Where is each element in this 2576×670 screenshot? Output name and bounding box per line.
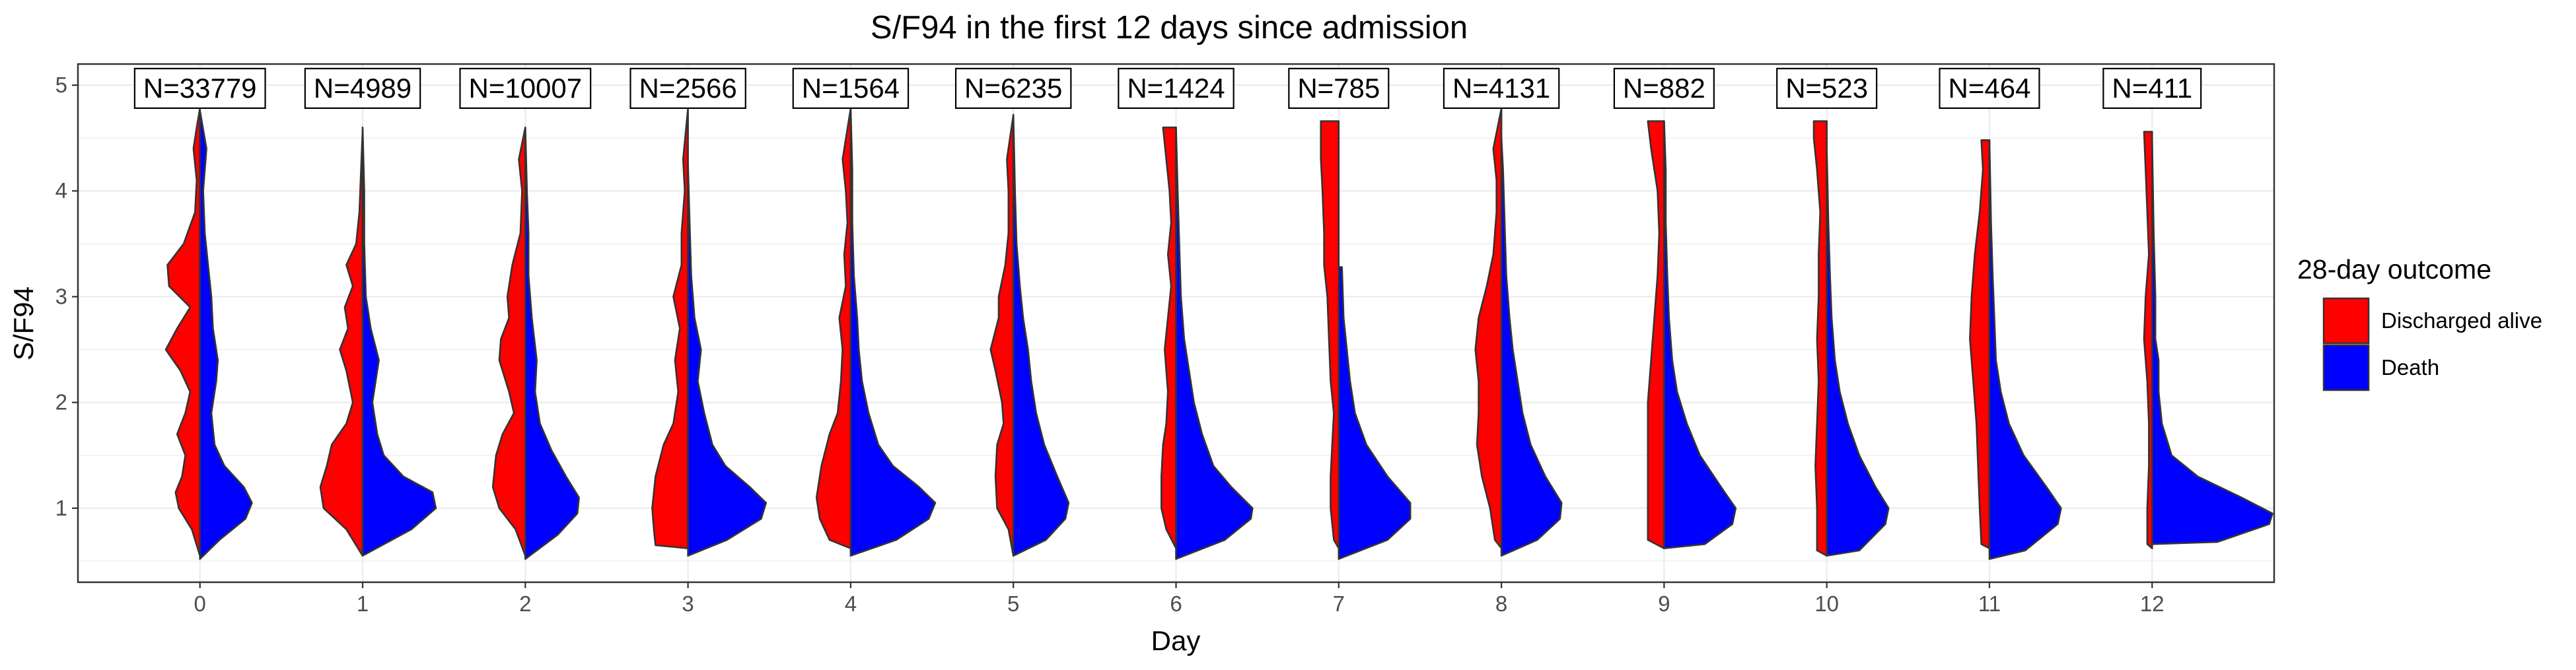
violin-discharged-alive-day-3 xyxy=(651,108,689,549)
y-axis: 1 2 3 4 5 xyxy=(55,73,78,520)
x-tick-label: 1 xyxy=(357,591,369,616)
x-tick-label: 0 xyxy=(194,591,206,616)
x-tick-label: 11 xyxy=(1978,591,2001,616)
count-label-box xyxy=(133,67,266,109)
violin-discharged-alive-day-12 xyxy=(2143,131,2153,549)
count-label-box xyxy=(2102,67,2202,109)
count-label: N=523 xyxy=(1776,67,1878,109)
count-label-text: N=464 xyxy=(1949,73,2031,104)
legend-key-death xyxy=(2322,344,2370,391)
violin-discharged-alive-day-9 xyxy=(1647,120,1665,549)
count-label: N=1564 xyxy=(792,67,910,109)
count-label-text: N=411 xyxy=(2112,73,2192,104)
x-axis-label: Day xyxy=(1151,625,1201,656)
x-tick-label: 3 xyxy=(682,591,694,616)
violin-death-day-4 xyxy=(849,108,937,557)
count-label-text: N=4131 xyxy=(1452,73,1550,104)
count-label-text: N=882 xyxy=(1623,73,1705,104)
count-label-text: N=10007 xyxy=(468,73,582,104)
x-tick-label: 4 xyxy=(845,591,857,616)
violin-death-day-3 xyxy=(687,163,768,557)
violin-discharged-alive-day-10 xyxy=(1812,120,1828,557)
chart-title: S/F94 in the first 12 days since admissi… xyxy=(871,10,1468,46)
legend-title: 28-day outcome xyxy=(2297,254,2491,285)
violin-death-day-11 xyxy=(1988,139,2062,560)
count-label-text: N=523 xyxy=(1785,73,1868,104)
violin-discharged-alive-day-6 xyxy=(1161,126,1177,549)
count-label: N=785 xyxy=(1288,67,1390,109)
y-axis-label: S/F94 xyxy=(8,286,39,360)
count-label: N=4989 xyxy=(304,67,421,109)
count-label: N=10007 xyxy=(459,67,592,109)
legend: 28-day outcome Discharged alive Death xyxy=(2297,254,2542,391)
plot-area: N=33779 N=4989 N=10007 N=2566 N=1564 N=6235 N=… xyxy=(77,63,2275,584)
y-tick-label: 1 xyxy=(55,496,67,520)
violin-death-day-0 xyxy=(199,110,253,560)
violin-discharged-alive-day-2 xyxy=(491,126,526,557)
count-label-text: N=1424 xyxy=(1127,73,1225,104)
violin-death-day-9 xyxy=(1663,120,1737,549)
count-label-box xyxy=(1118,67,1234,109)
count-label-box xyxy=(629,67,746,109)
y-tick-label: 3 xyxy=(55,284,67,308)
violin-death-day-5 xyxy=(1012,114,1070,557)
count-label-box xyxy=(954,67,1072,109)
violin-discharged-alive-day-4 xyxy=(815,108,852,549)
count-label: N=33779 xyxy=(133,67,266,109)
x-axis: 0 1 2 3 4 5 6 7 8 9 10 11 12 xyxy=(194,582,2165,616)
count-label-box xyxy=(1443,67,1560,109)
count-label-box xyxy=(459,67,592,109)
violin-death-day-6 xyxy=(1175,126,1254,560)
legend-key-discharged-alive xyxy=(2322,297,2370,345)
violins xyxy=(164,108,2273,560)
violin-discharged-alive-day-5 xyxy=(989,114,1015,557)
count-label: N=4131 xyxy=(1443,67,1560,109)
x-tick-label: 7 xyxy=(1333,591,1345,616)
violin-death-day-1 xyxy=(361,126,437,557)
count-label-text: N=2566 xyxy=(639,73,736,104)
count-label: N=411 xyxy=(2102,67,2202,109)
violin-discharged-alive-day-7 xyxy=(1320,120,1340,549)
violin-death-day-8 xyxy=(1500,137,1563,557)
count-label-box xyxy=(1613,67,1715,109)
count-label-text: N=785 xyxy=(1297,73,1380,104)
x-tick-label: 5 xyxy=(1007,591,1019,616)
count-label-box xyxy=(1939,67,2040,109)
count-label-text: N=33779 xyxy=(143,73,257,104)
violin-discharged-alive-day-8 xyxy=(1474,108,1503,549)
violin-discharged-alive-day-0 xyxy=(164,108,201,557)
count-label-box xyxy=(304,67,421,109)
violin-discharged-alive-day-11 xyxy=(1969,139,1991,549)
y-tick-label: 5 xyxy=(55,73,67,97)
count-label-text: N=4989 xyxy=(314,73,411,104)
y-tick-label: 4 xyxy=(55,178,67,203)
legend-label-discharged-alive: Discharged alive xyxy=(2381,308,2542,333)
count-label: N=1424 xyxy=(1118,67,1234,109)
violin-discharged-alive-day-1 xyxy=(319,129,364,557)
count-label: N=882 xyxy=(1613,67,1715,109)
x-tick-label: 10 xyxy=(1814,591,1839,616)
count-label-text: N=6235 xyxy=(964,73,1062,104)
violin-death-day-12 xyxy=(2151,141,2273,545)
count-label-box xyxy=(792,67,910,109)
count-labels: N=33779 N=4989 N=10007 N=2566 N=1564 N=6235 N=… xyxy=(133,67,2202,109)
count-label: N=6235 xyxy=(954,67,1072,109)
legend-label-death: Death xyxy=(2381,355,2439,380)
count-label-box xyxy=(1288,67,1390,109)
x-tick-label: 8 xyxy=(1495,591,1507,616)
violin-death-day-7 xyxy=(1338,266,1412,560)
count-label-box xyxy=(1776,67,1878,109)
violin-death-day-2 xyxy=(524,126,580,560)
x-tick-label: 2 xyxy=(519,591,531,616)
y-tick-label: 2 xyxy=(55,390,67,415)
x-tick-label: 6 xyxy=(1170,591,1182,616)
count-label: N=464 xyxy=(1939,67,2040,109)
count-label-text: N=1564 xyxy=(802,73,900,104)
violin-death-day-10 xyxy=(1826,147,1890,557)
x-tick-label: 9 xyxy=(1658,591,1670,616)
count-label: N=2566 xyxy=(629,67,746,109)
x-tick-label: 12 xyxy=(2140,591,2165,616)
